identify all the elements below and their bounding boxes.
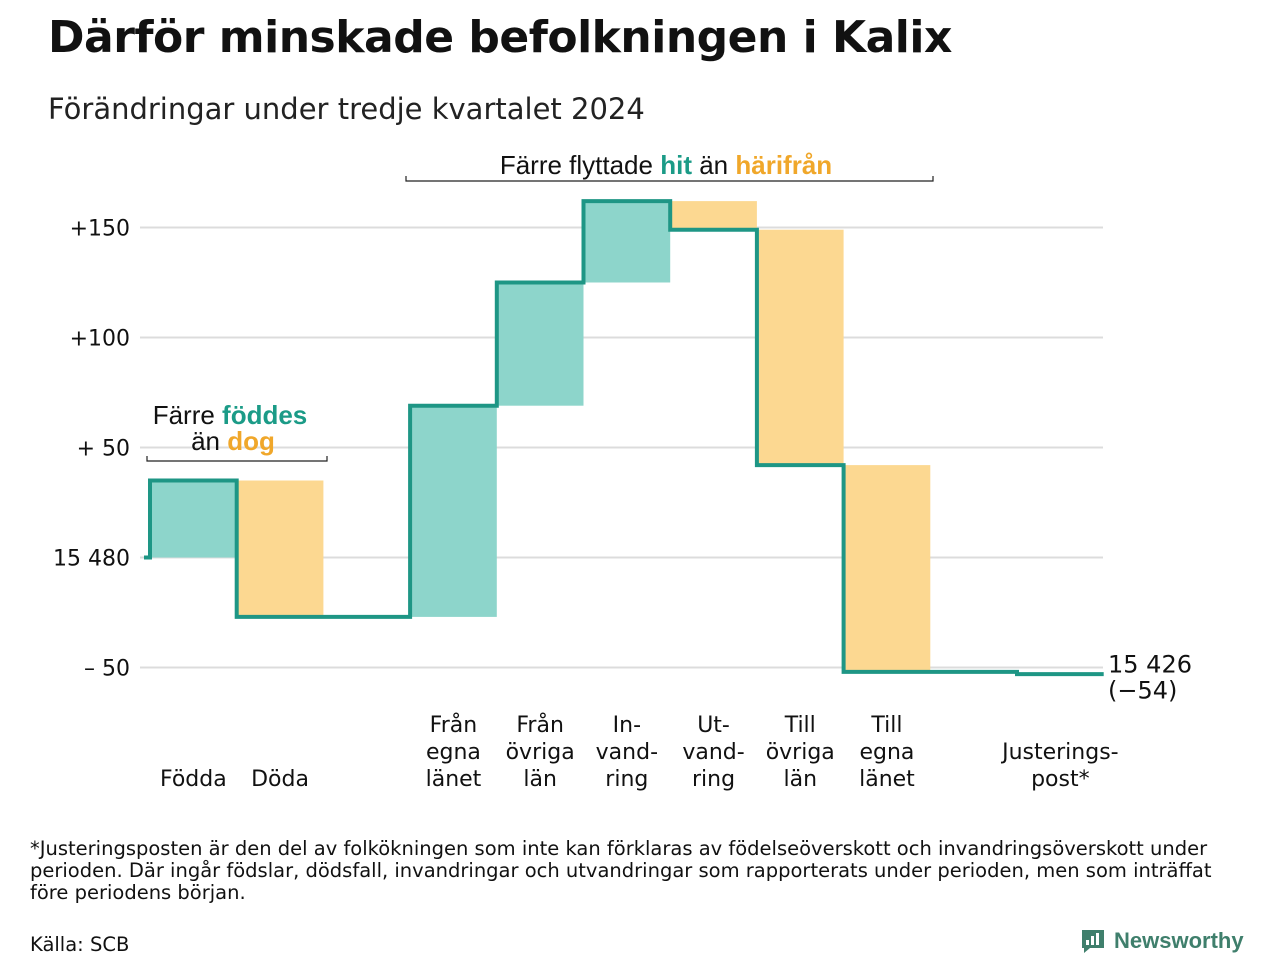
category-label: vand-: [682, 740, 744, 765]
y-tick-label: 15 480: [53, 547, 130, 572]
bar: [236, 480, 324, 617]
category-label: Födda: [160, 767, 227, 792]
source-note: Källa: SCB: [30, 933, 130, 956]
category-label: egna: [426, 740, 481, 765]
category-label: Från: [430, 712, 478, 738]
annotation-births-line1: Färre föddes: [153, 400, 308, 430]
y-axis-ticks: +150 +100 + 50 15 480 – 50: [53, 217, 130, 682]
annotation-moves-bracket: [405, 176, 934, 182]
category-label: post*: [1031, 767, 1090, 792]
y-tick-label: +100: [70, 327, 130, 352]
y-tick-label: – 50: [84, 657, 130, 682]
chart-title: Därför minskade befolkningen i Kalix: [48, 12, 952, 63]
bar: [670, 201, 757, 230]
category-label: Döda: [251, 767, 309, 792]
category-label: övriga: [506, 740, 575, 765]
end-value-text: (−54): [1108, 676, 1177, 704]
category-label: län: [783, 767, 817, 792]
annotation-births-line2: än dog: [191, 426, 275, 456]
category-label: egna: [859, 740, 914, 765]
y-tick-label: + 50: [77, 437, 130, 462]
bar: [583, 201, 671, 283]
annotation-moves: Färre flyttade hit än härifrån: [500, 150, 832, 180]
cumulative-step-line: [144, 199, 1104, 677]
category-label: vand-: [596, 740, 658, 765]
category-label: länet: [426, 767, 482, 792]
end-value-text: 15 426: [1108, 650, 1192, 678]
chart-subtitle: Förändringar under tredje kvartalet 2024: [48, 92, 645, 126]
category-label: ring: [605, 767, 648, 792]
category-label: Från: [516, 712, 564, 738]
chart-bubble-icon: [1082, 930, 1104, 953]
newsworthy-logo: Newsworthy: [1080, 928, 1244, 954]
category-label: Justerings-: [1000, 740, 1119, 765]
bars: [150, 201, 931, 672]
bar: [150, 480, 237, 558]
footnote: *Justeringsposten är den del av folkökni…: [30, 837, 1212, 904]
end-value-label: 15 426(−54): [1108, 650, 1192, 704]
category-label: länet: [859, 767, 915, 792]
bar: [756, 229, 844, 466]
category-label: övriga: [766, 740, 835, 765]
category-label: In-: [613, 713, 641, 738]
category-label: Ut-: [697, 713, 730, 738]
bar: [496, 282, 584, 406]
category-labels: Födda DödaFrånegnalänetFrånövrigalänIn-va…: [160, 712, 1119, 792]
category-label: län: [523, 767, 557, 792]
category-label: ring: [692, 767, 735, 792]
bar: [843, 465, 931, 672]
y-tick-label: +150: [70, 217, 130, 242]
category-label: Till: [784, 713, 816, 738]
category-label: Till: [870, 713, 902, 738]
bar: [410, 405, 497, 617]
logo-text: Newsworthy: [1114, 928, 1244, 953]
annotation-births-bracket: [146, 456, 328, 462]
